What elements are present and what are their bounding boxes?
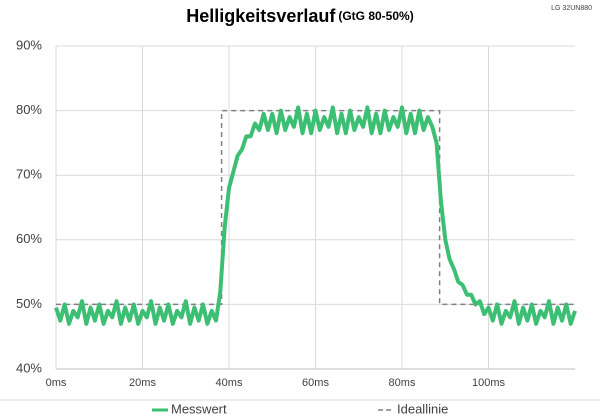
chart-title-group: Helligkeitsverlauf (GtG 80-50%): [186, 6, 413, 26]
y-tick-label: 80%: [16, 102, 42, 117]
x-tick-label: 0ms: [46, 377, 67, 389]
series-line: [54, 105, 577, 326]
legend-label: Ideallinie: [397, 401, 448, 416]
chart-title: Helligkeitsverlauf: [186, 6, 336, 26]
y-tick-label: 40%: [16, 360, 42, 375]
y-tick-label: 50%: [16, 296, 42, 311]
x-tick-label: 80ms: [389, 377, 416, 389]
y-tick-label: 90%: [16, 37, 42, 52]
legend-label: Messwert: [171, 401, 227, 416]
y-tick-label: 60%: [16, 231, 42, 246]
x-tick-label: 20ms: [129, 377, 156, 389]
chart-subtitle: (GtG 80-50%): [338, 9, 413, 23]
x-tick-label: 100ms: [472, 377, 506, 389]
y-tick-label: 70%: [16, 167, 42, 182]
x-tick-label: 40ms: [216, 377, 243, 389]
x-tick-label: 60ms: [302, 377, 329, 389]
annotation: LG 32UN880: [551, 5, 592, 12]
